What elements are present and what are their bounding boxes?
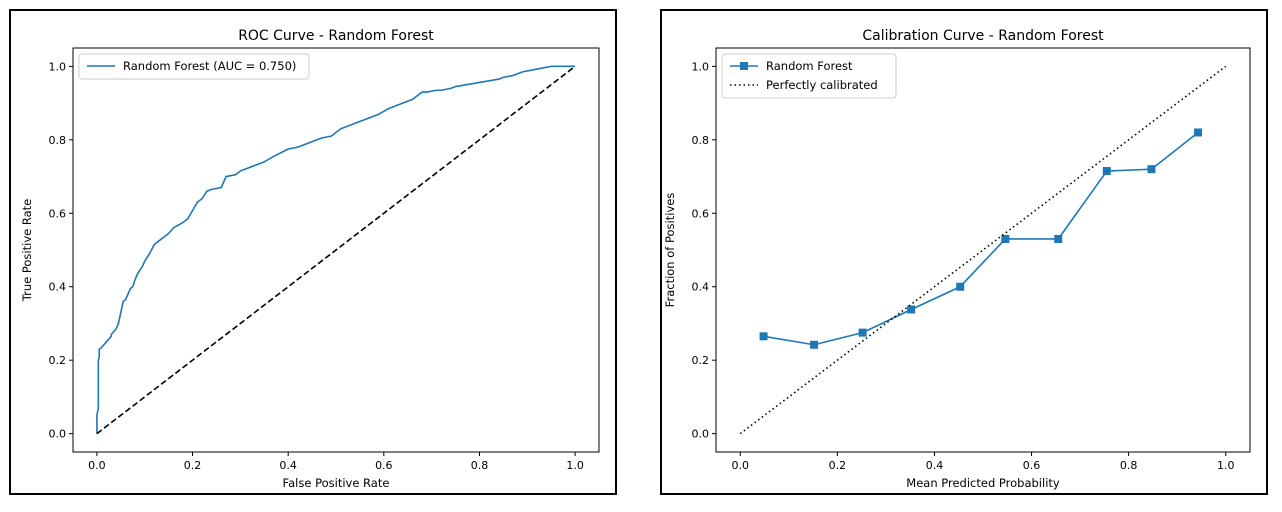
x-tick-label: 0.6 xyxy=(1023,459,1041,472)
data-point-marker xyxy=(956,282,965,291)
y-tick-label: 1.0 xyxy=(692,60,710,73)
y-tick-label: 0.2 xyxy=(692,354,710,367)
data-point-marker xyxy=(810,340,819,349)
data-point-marker xyxy=(1001,234,1010,243)
y-tick-label: 0.8 xyxy=(49,134,67,147)
calibration-chart-panel: Calibration Curve - Random Forest 0.0 0.2 0… xyxy=(660,9,1268,495)
legend-marker-swatch xyxy=(740,62,748,70)
y-tick-label: 0.0 xyxy=(692,428,710,441)
y-tick-label: 0.2 xyxy=(49,354,67,367)
y-tick-label: 0.0 xyxy=(49,428,67,441)
legend-label: Random Forest xyxy=(766,59,853,73)
x-tick-label: 1.0 xyxy=(1217,459,1235,472)
roc-chart: ROC Curve - Random Forest 0.0 0.2 0.4 0.6 0.8… xyxy=(20,28,600,490)
x-tick-label: 0.8 xyxy=(1120,459,1138,472)
legend-label: Perfectly calibrated xyxy=(766,78,878,92)
roc-curve-line xyxy=(96,65,576,434)
data-point-marker xyxy=(759,332,768,341)
data-point-marker xyxy=(858,328,867,337)
y-tick-label: 0.8 xyxy=(692,134,710,147)
y-tick-label: 0.4 xyxy=(49,281,67,294)
data-point-marker xyxy=(1147,165,1156,174)
plot-area-frame xyxy=(715,47,1251,453)
x-tick-label: 0.6 xyxy=(375,459,393,472)
x-tick-label: 0.4 xyxy=(926,459,944,472)
x-tick-label: 1.0 xyxy=(566,459,584,472)
y-tick-label: 0.6 xyxy=(49,207,67,220)
x-axis-label: Mean Predicted Probability xyxy=(906,476,1060,490)
y-tick-label: 0.6 xyxy=(692,207,710,220)
y-tick-label: 1.0 xyxy=(49,60,67,73)
data-point-marker xyxy=(1102,167,1111,176)
y-tick-label: 0.4 xyxy=(692,281,710,294)
plot-area-frame xyxy=(72,47,600,453)
y-axis-label: True Positive Rate xyxy=(20,199,34,302)
legend-label: Random Forest (AUC = 0.750) xyxy=(123,59,296,73)
x-tick-label: 0.8 xyxy=(471,459,489,472)
x-axis-label: False Positive Rate xyxy=(283,476,390,490)
calibration-chart: Calibration Curve - Random Forest 0.0 0.2 0… xyxy=(663,28,1251,490)
data-point-marker xyxy=(907,305,916,314)
x-tick-label: 0.0 xyxy=(88,459,106,472)
data-point-marker xyxy=(1054,234,1063,243)
x-tick-label: 0.2 xyxy=(829,459,847,472)
legend-box xyxy=(78,53,310,80)
x-tick-label: 0.0 xyxy=(732,459,750,472)
y-axis-label: Fraction of Positives xyxy=(663,193,677,308)
legend-box xyxy=(721,53,897,99)
calibration-curve-line xyxy=(763,131,1199,346)
data-point-marker xyxy=(1194,128,1203,137)
roc-chart-panel: ROC Curve - Random Forest 0.0 0.2 0.4 0.6 0.8… xyxy=(9,9,617,495)
reference-diagonal-line xyxy=(96,65,576,435)
chart-title: Calibration Curve - Random Forest xyxy=(862,28,1104,44)
x-tick-label: 0.2 xyxy=(184,459,202,472)
perfect-calibration-line xyxy=(739,65,1227,435)
chart-title: ROC Curve - Random Forest xyxy=(238,28,434,44)
x-tick-label: 0.4 xyxy=(279,459,297,472)
